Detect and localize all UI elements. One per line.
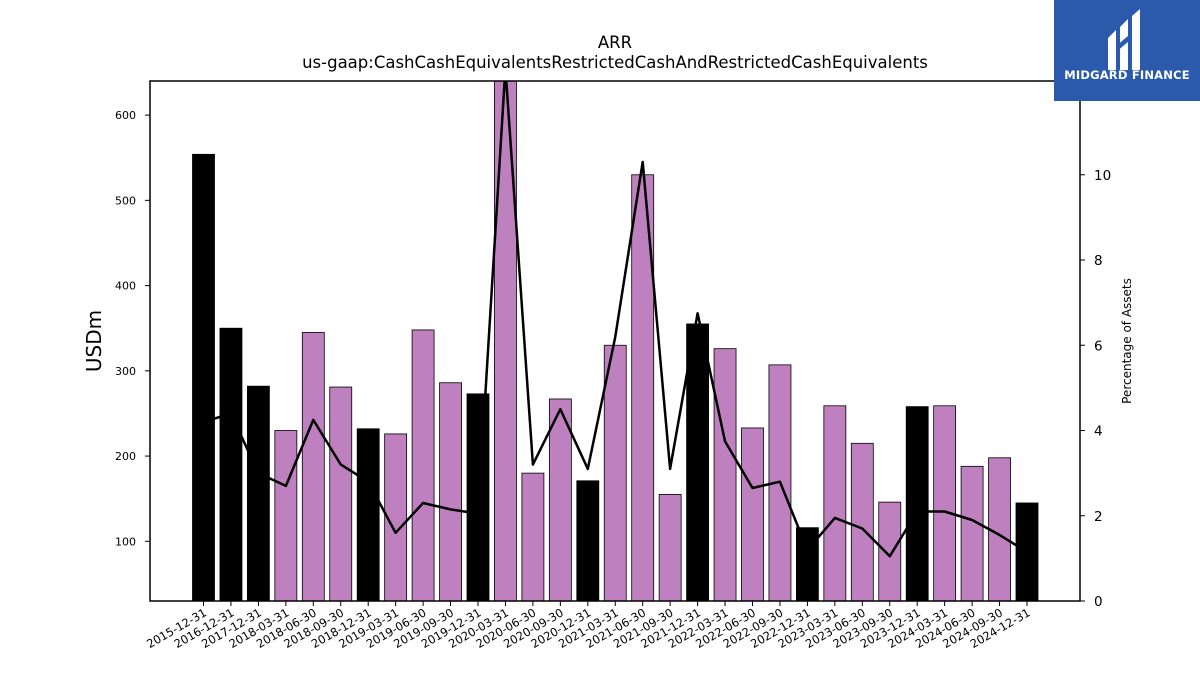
brand-logo: MIDGARD FINANCE [1054, 0, 1200, 101]
bar-2018-03-31 [274, 430, 298, 601]
bar-2017-12-31 [246, 385, 270, 601]
chart-title: ARR [598, 33, 632, 52]
bar-2023-12-31 [905, 406, 929, 601]
bar-2020-09-30 [548, 398, 572, 601]
y-tick-label: 600 [115, 109, 136, 122]
bar-2015-12-31 [192, 153, 215, 601]
bar-2018-09-30 [329, 386, 353, 601]
bar-2022-12-31 [796, 527, 819, 601]
y2-tick-label: 10 [1094, 168, 1111, 184]
bar-2019-09-30 [439, 382, 462, 601]
right-axis-ticks: 0 2 4 6 8 10 [1080, 168, 1111, 610]
logo-text: MIDGARD FINANCE [1064, 68, 1190, 82]
bar-2022-03-31 [713, 348, 737, 601]
bar-series [192, 81, 1039, 601]
bar-2021-09-30 [658, 494, 682, 601]
bar-2022-06-30 [741, 427, 764, 601]
y2-tick-label: 4 [1094, 424, 1103, 440]
y2-axis-label: Percentage of Assets [1120, 278, 1134, 404]
bar-2019-03-31 [384, 433, 408, 601]
percentage-line [203, 81, 1028, 558]
bar-2024-06-30 [960, 465, 984, 601]
bar-2021-03-31 [603, 344, 627, 601]
bar-2023-09-30 [878, 501, 902, 601]
bar-2021-12-31 [686, 323, 709, 601]
bar-2018-06-30 [301, 332, 325, 601]
chart-subtitle: us-gaap:CashCashEquivalentsRestrictedCas… [302, 53, 928, 72]
y2-tick-label: 8 [1094, 253, 1103, 269]
y-tick-label: 100 [115, 535, 136, 548]
bar-2020-03-31 [494, 81, 517, 601]
left-axis-ticks: 100 200 300 400 500 600 [115, 109, 150, 548]
y-tick-label: 200 [115, 450, 136, 463]
y2-tick-label: 0 [1094, 594, 1103, 610]
bar-2019-06-30 [411, 329, 435, 601]
y2-tick-label: 6 [1094, 338, 1103, 354]
bar-2024-03-31 [933, 405, 957, 601]
y-axis-label: USDm [82, 310, 106, 372]
bar-2023-06-30 [850, 442, 874, 601]
y-tick-label: 300 [115, 365, 136, 378]
bar-2016-12-31 [219, 327, 243, 601]
y-tick-label: 500 [115, 194, 136, 207]
bar-2018-12-31 [356, 428, 380, 601]
bar-2020-06-30 [521, 472, 545, 601]
percentage-line-series [203, 81, 1028, 558]
y2-tick-label: 2 [1094, 509, 1103, 525]
y-tick-label: 400 [115, 280, 136, 293]
x-axis-ticks: 2015-12-312016-12-312017-12-312018-03-31… [144, 601, 1033, 651]
bar-2023-03-31 [823, 405, 847, 601]
bar-2020-12-31 [576, 480, 600, 601]
logo-mark-icon [1108, 9, 1140, 70]
